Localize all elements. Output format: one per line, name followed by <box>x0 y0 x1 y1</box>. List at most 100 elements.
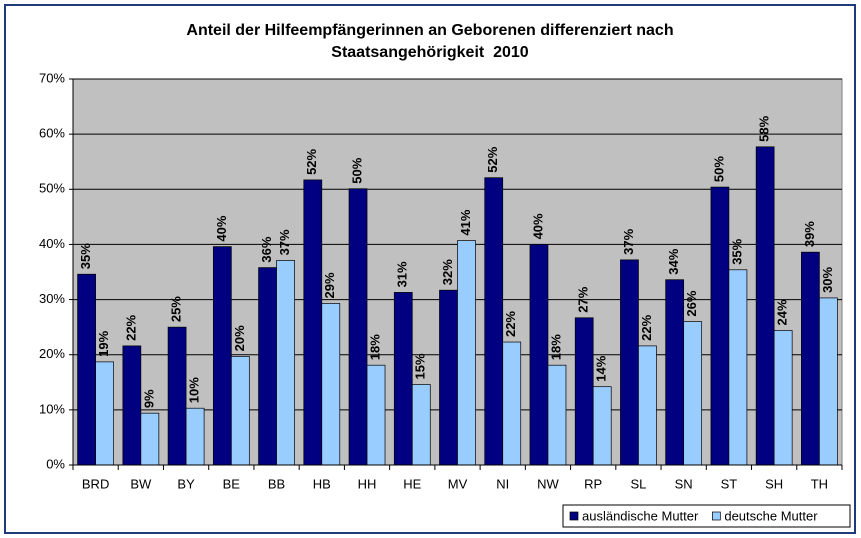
legend-box <box>562 504 851 528</box>
legend-label: ausländische Mutter <box>582 508 699 523</box>
y-tick-label: 40% <box>39 236 65 251</box>
value-label: 50% <box>711 156 726 182</box>
value-label: 15% <box>413 353 428 379</box>
x-tick-label: TH <box>811 476 828 491</box>
value-label: 9% <box>141 389 156 408</box>
value-label: 24% <box>775 299 790 325</box>
bar <box>185 407 205 466</box>
bar <box>638 345 657 466</box>
value-label: 26% <box>684 290 699 316</box>
x-tick-label: ST <box>721 476 738 491</box>
bar <box>167 326 187 466</box>
x-tick-label: HB <box>313 476 331 491</box>
value-label: 52% <box>485 146 500 172</box>
value-label: 22% <box>639 314 654 340</box>
value-label: 36% <box>259 236 274 262</box>
value-label: 27% <box>576 286 591 312</box>
value-label: 40% <box>214 215 229 241</box>
value-label: 37% <box>621 228 636 254</box>
x-tick-label: HE <box>403 476 421 491</box>
x-tick-label: BY <box>177 476 195 491</box>
bar <box>393 292 413 466</box>
x-tick-label: BRD <box>82 476 109 491</box>
bar <box>665 279 685 466</box>
bar <box>95 361 114 466</box>
value-label: 35% <box>729 238 744 264</box>
x-tick-label: SL <box>630 476 646 491</box>
value-label: 22% <box>123 314 138 340</box>
bar <box>728 269 748 466</box>
y-tick-label: 20% <box>39 346 65 361</box>
legend-marker <box>711 511 721 521</box>
bar <box>258 267 277 466</box>
bar <box>77 273 96 466</box>
value-label: 41% <box>458 209 473 235</box>
x-tick-label: BB <box>268 476 285 491</box>
bar <box>212 246 232 466</box>
chart-title: Anteil der Hilfeempfängerinnen an Gebore… <box>186 22 679 61</box>
value-label: 25% <box>169 296 184 322</box>
value-label: 34% <box>666 248 681 274</box>
bar <box>710 186 730 466</box>
y-tick-label: 50% <box>39 181 65 196</box>
bar <box>773 330 793 466</box>
bar <box>276 260 295 466</box>
bar <box>819 297 838 466</box>
legend-label: deutsche Mutter <box>724 508 818 523</box>
bar <box>502 341 522 466</box>
y-tick-label: 60% <box>39 126 65 141</box>
bar <box>457 240 476 466</box>
bar <box>574 317 594 466</box>
y-tick-label: 70% <box>39 70 65 85</box>
bar <box>547 364 567 466</box>
bar <box>529 244 549 466</box>
bar <box>140 412 160 466</box>
value-label: 30% <box>820 266 835 292</box>
bar <box>484 177 504 466</box>
x-tick-label: BW <box>130 476 152 491</box>
value-label: 20% <box>232 325 247 351</box>
value-label: 29% <box>322 272 337 298</box>
bar <box>303 179 323 466</box>
value-label: 50% <box>349 157 364 183</box>
value-label: 58% <box>757 115 772 141</box>
value-label: 18% <box>548 334 563 360</box>
bar <box>122 345 142 466</box>
value-label: 31% <box>395 261 410 287</box>
bar <box>439 289 458 466</box>
y-tick-label: 0% <box>46 456 65 471</box>
x-tick-label: HH <box>358 476 377 491</box>
x-tick-label: BE <box>223 476 241 491</box>
value-label: 35% <box>78 243 93 269</box>
x-tick-label: SN <box>675 476 693 491</box>
x-tick-label: NI <box>496 476 509 491</box>
bar <box>321 303 341 466</box>
y-tick-label: 30% <box>39 291 65 306</box>
value-label: 37% <box>277 229 292 255</box>
value-label: 22% <box>503 311 518 337</box>
value-label: 40% <box>530 213 545 239</box>
bar <box>366 364 386 466</box>
bar <box>755 146 775 466</box>
value-label: 14% <box>594 355 609 381</box>
value-label: 39% <box>802 221 817 247</box>
value-label: 52% <box>304 148 319 174</box>
legend-marker <box>569 511 579 521</box>
x-tick-label: NW <box>537 476 559 491</box>
bar <box>683 321 703 466</box>
x-tick-label: SH <box>765 476 783 491</box>
bar <box>230 356 250 466</box>
y-tick-label: 10% <box>39 401 65 416</box>
value-label: 18% <box>367 334 382 360</box>
bar <box>620 259 639 466</box>
value-label: 32% <box>440 259 455 285</box>
bar <box>411 384 431 466</box>
bar <box>801 251 820 466</box>
bar <box>592 386 612 466</box>
x-tick-label: MV <box>448 476 468 491</box>
bar <box>348 188 368 466</box>
value-label: 19% <box>96 330 111 356</box>
x-tick-label: RP <box>584 476 602 491</box>
